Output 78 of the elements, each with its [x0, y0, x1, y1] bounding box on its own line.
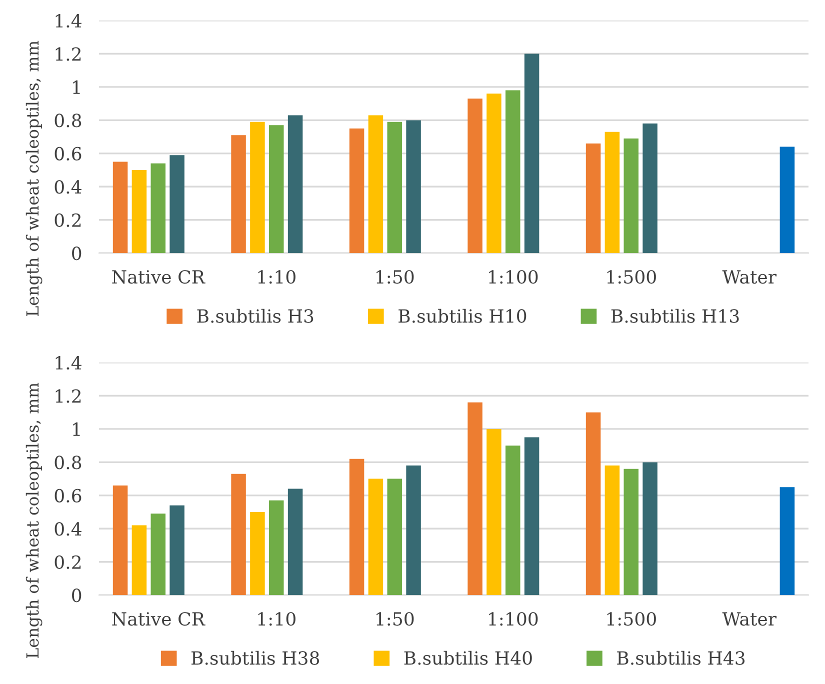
y-tick-label: 0.2	[54, 213, 81, 227]
bar	[170, 505, 184, 596]
bar	[268, 125, 284, 254]
y-tick-label: 0.4	[54, 522, 82, 536]
bar	[231, 474, 246, 596]
bar	[505, 90, 520, 254]
bar	[112, 485, 128, 596]
x-tick-label: 1:500	[607, 612, 656, 626]
x-tick-label: 1:10	[258, 612, 296, 626]
bar	[642, 124, 658, 254]
x-tick-label: Water	[722, 270, 777, 284]
bar	[150, 163, 166, 254]
y-tick-label: 1.4	[56, 14, 82, 28]
bar	[112, 162, 128, 254]
bar	[170, 155, 184, 254]
bar	[387, 478, 402, 596]
y-tick-label: 1.4	[56, 356, 82, 370]
bar	[780, 146, 795, 254]
x-tick-label: 1:10	[258, 270, 296, 284]
bar	[604, 466, 620, 596]
bar	[624, 468, 639, 596]
bar	[349, 458, 364, 596]
bar	[624, 138, 639, 254]
y-tick-label: 0.6	[54, 488, 82, 503]
bar	[486, 94, 502, 254]
bar	[132, 525, 147, 596]
x-tick-label: 1:100	[489, 612, 538, 626]
bar	[486, 428, 502, 596]
legend-label: B.subtilis H40	[404, 650, 532, 665]
y-tick-label: 0.6	[54, 146, 82, 161]
legend-label: B.subtilis H43	[617, 650, 745, 665]
x-tick-label: Water	[722, 612, 777, 626]
y-tick-label: 1	[73, 422, 80, 436]
bar	[349, 128, 364, 254]
legend-label: B.subtilis H13	[611, 308, 739, 323]
y-tick-label: 0.4	[54, 180, 82, 194]
bar	[468, 402, 482, 596]
x-tick-label: Native CR	[112, 270, 206, 284]
bar	[604, 132, 620, 254]
bar	[132, 170, 147, 254]
bar	[406, 120, 421, 254]
bar	[780, 487, 795, 596]
x-tick-label: 1:100	[489, 270, 538, 284]
bar	[368, 478, 384, 596]
y-tick-label: 1.2	[56, 389, 81, 403]
bar	[406, 466, 421, 596]
y-axis-title: Length of wheat coleoptiles, mm	[26, 382, 42, 658]
bar	[468, 98, 482, 254]
bar	[524, 437, 540, 596]
bar	[524, 54, 540, 254]
bar	[642, 462, 658, 596]
y-tick-label: 0	[72, 246, 82, 260]
x-tick-label: Native CR	[112, 612, 206, 626]
y-tick-label: 0.8	[54, 114, 82, 128]
legend-label: B.subtilis H38	[191, 650, 320, 665]
x-tick-label: 1:500	[607, 270, 656, 284]
bar	[288, 115, 303, 254]
legend-label: B.subtilis H10	[398, 308, 526, 323]
bar	[288, 488, 303, 596]
y-tick-label: 1	[73, 80, 80, 94]
bar	[250, 122, 265, 254]
bar	[586, 412, 601, 596]
bar	[268, 500, 284, 596]
x-tick-label: 1:50	[376, 270, 414, 284]
y-tick-label: 0	[72, 588, 82, 602]
y-axis-title: Length of wheat coleoptiles, mm	[26, 40, 42, 316]
bar	[586, 143, 601, 254]
x-tick-label: 1:50	[376, 612, 414, 626]
bar	[250, 512, 265, 596]
bar	[368, 115, 384, 254]
y-tick-label: 0.2	[54, 555, 81, 569]
bar	[387, 122, 402, 254]
bar	[231, 135, 246, 254]
y-tick-label: 1.2	[56, 47, 81, 61]
bar	[505, 446, 520, 596]
y-tick-label: 0.8	[54, 456, 82, 470]
legend-label: B.subtilis H3	[197, 308, 314, 323]
bar	[150, 514, 166, 596]
